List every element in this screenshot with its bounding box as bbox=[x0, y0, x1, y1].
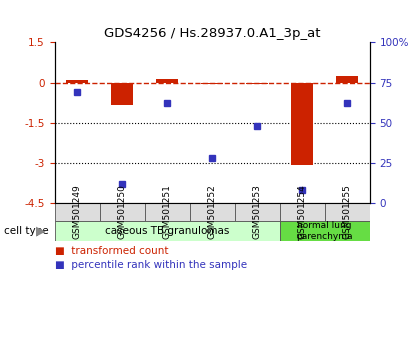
Bar bbox=[280, 203, 325, 221]
Bar bbox=[144, 203, 189, 221]
Bar bbox=[336, 76, 358, 82]
Text: ▶: ▶ bbox=[36, 224, 45, 238]
Bar bbox=[66, 80, 88, 82]
Text: normal lung
parenchyma: normal lung parenchyma bbox=[297, 221, 353, 241]
Text: GSM501253: GSM501253 bbox=[252, 184, 262, 239]
Bar bbox=[280, 221, 370, 241]
Text: GSM501249: GSM501249 bbox=[73, 184, 81, 239]
Text: GSM501255: GSM501255 bbox=[343, 184, 352, 239]
Bar bbox=[189, 203, 235, 221]
Bar bbox=[235, 203, 280, 221]
Bar bbox=[111, 82, 134, 105]
Bar bbox=[55, 203, 100, 221]
Title: GDS4256 / Hs.28937.0.A1_3p_at: GDS4256 / Hs.28937.0.A1_3p_at bbox=[104, 27, 320, 40]
Text: caseous TB granulomas: caseous TB granulomas bbox=[105, 226, 229, 236]
Text: cell type: cell type bbox=[4, 226, 49, 236]
Text: ■  transformed count: ■ transformed count bbox=[55, 246, 168, 256]
Text: GSM501254: GSM501254 bbox=[298, 184, 307, 239]
Bar bbox=[291, 82, 313, 165]
Bar bbox=[246, 82, 268, 84]
Text: ■  percentile rank within the sample: ■ percentile rank within the sample bbox=[55, 261, 247, 270]
Bar bbox=[201, 82, 223, 84]
Bar bbox=[156, 79, 178, 82]
Text: GSM501252: GSM501252 bbox=[207, 184, 217, 239]
Text: GSM501251: GSM501251 bbox=[163, 184, 172, 239]
Text: GSM501250: GSM501250 bbox=[118, 184, 126, 239]
Bar bbox=[55, 221, 280, 241]
Bar bbox=[100, 203, 144, 221]
Bar bbox=[325, 203, 370, 221]
